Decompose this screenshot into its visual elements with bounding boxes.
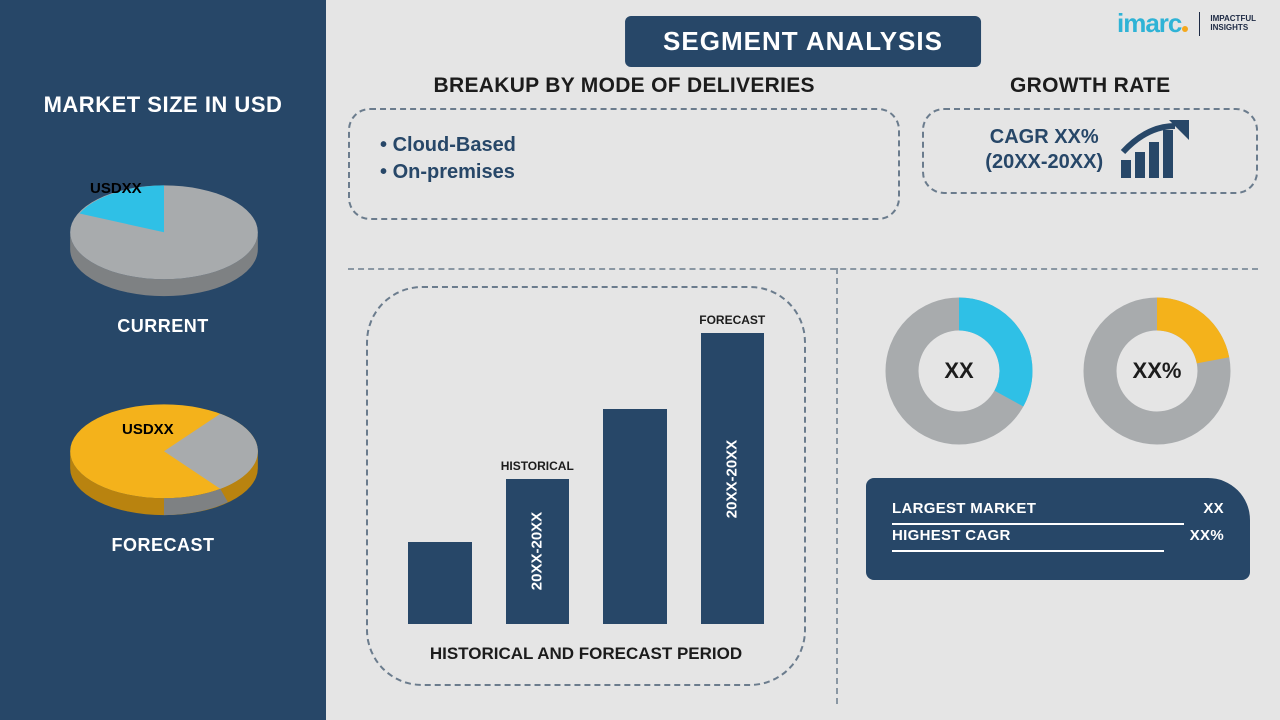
growth-icon bbox=[1117, 118, 1195, 182]
v-divider bbox=[836, 268, 838, 704]
brand-divider bbox=[1199, 12, 1200, 36]
bar-chart-caption: HISTORICAL AND FORECAST PERIOD bbox=[368, 644, 804, 664]
bar-2-vlabel: 20XX-20XX bbox=[529, 512, 546, 590]
growth-panel: GROWTH RATE CAGR XX%(20XX-20XX) bbox=[922, 74, 1258, 220]
brand-logo: imarc IMPACTFULINSIGHTS bbox=[1117, 8, 1256, 39]
pie-forecast: USDXX FORECAST bbox=[58, 371, 268, 556]
page-title: SEGMENT ANALYSIS bbox=[625, 16, 981, 67]
bar-chart-card: HISTORICAL 20XX-20XX FORECAST 20XX-20XX … bbox=[366, 286, 806, 686]
pie-current-label: USDXX bbox=[90, 180, 142, 197]
donut-row: XX XX% bbox=[866, 296, 1250, 446]
stat-line bbox=[892, 550, 1164, 552]
growth-heading: GROWTH RATE bbox=[922, 74, 1258, 98]
bar-2-top-label: HISTORICAL bbox=[477, 459, 597, 473]
bar-1 bbox=[408, 542, 472, 624]
bar-2: HISTORICAL 20XX-20XX bbox=[506, 479, 570, 624]
stat-label: LARGEST MARKET bbox=[892, 500, 1036, 517]
bar-4: FORECAST 20XX-20XX bbox=[701, 333, 765, 624]
breakup-list: Cloud-Based On-premises bbox=[374, 124, 874, 204]
main: imarc IMPACTFULINSIGHTS SEGMENT ANALYSIS… bbox=[326, 0, 1280, 720]
growth-text: CAGR XX%(20XX-20XX) bbox=[985, 125, 1103, 175]
pie-forecast-caption: FORECAST bbox=[112, 535, 215, 556]
donut-2: XX% bbox=[1082, 296, 1232, 446]
stat-line bbox=[892, 523, 1184, 525]
breakup-heading: BREAKUP BY MODE OF DELIVERIES bbox=[348, 74, 900, 98]
sidebar-heading: MARKET SIZE IN USD bbox=[44, 92, 283, 118]
brand-name: imarc bbox=[1117, 8, 1181, 38]
bar-3 bbox=[603, 409, 667, 624]
stat-value: XX% bbox=[1190, 527, 1224, 544]
pie-current-caption: CURRENT bbox=[117, 316, 209, 337]
stat-row-largest: LARGEST MARKET XX bbox=[892, 500, 1224, 517]
pie-current: USDXX CURRENT bbox=[58, 152, 268, 337]
bar-4-top-label: FORECAST bbox=[672, 313, 792, 327]
sidebar: MARKET SIZE IN USD USDXX CURRENT bbox=[0, 0, 326, 720]
donut-1-value: XX bbox=[884, 296, 1034, 446]
breakup-panel: BREAKUP BY MODE OF DELIVERIES Cloud-Base… bbox=[348, 74, 900, 220]
pie-forecast-label: USDXX bbox=[122, 421, 174, 438]
stat-label: HIGHEST CAGR bbox=[892, 527, 1011, 544]
breakup-item: On-premises bbox=[380, 161, 868, 184]
bar-chart: HISTORICAL 20XX-20XX FORECAST 20XX-20XX bbox=[408, 308, 764, 624]
brand-tagline: IMPACTFULINSIGHTS bbox=[1210, 15, 1256, 32]
bar-4-vlabel: 20XX-20XX bbox=[724, 439, 741, 517]
brand-dot-icon bbox=[1182, 26, 1188, 32]
stat-row-cagr: HIGHEST CAGR XX% bbox=[892, 527, 1224, 544]
donut-1: XX bbox=[884, 296, 1034, 446]
donut-2-value: XX% bbox=[1082, 296, 1232, 446]
h-divider bbox=[348, 268, 1258, 270]
breakup-item: Cloud-Based bbox=[380, 134, 868, 157]
stats-card: LARGEST MARKET XX HIGHEST CAGR XX% bbox=[866, 478, 1250, 580]
pie-forecast-svg bbox=[64, 395, 264, 517]
stat-value: XX bbox=[1203, 500, 1224, 517]
